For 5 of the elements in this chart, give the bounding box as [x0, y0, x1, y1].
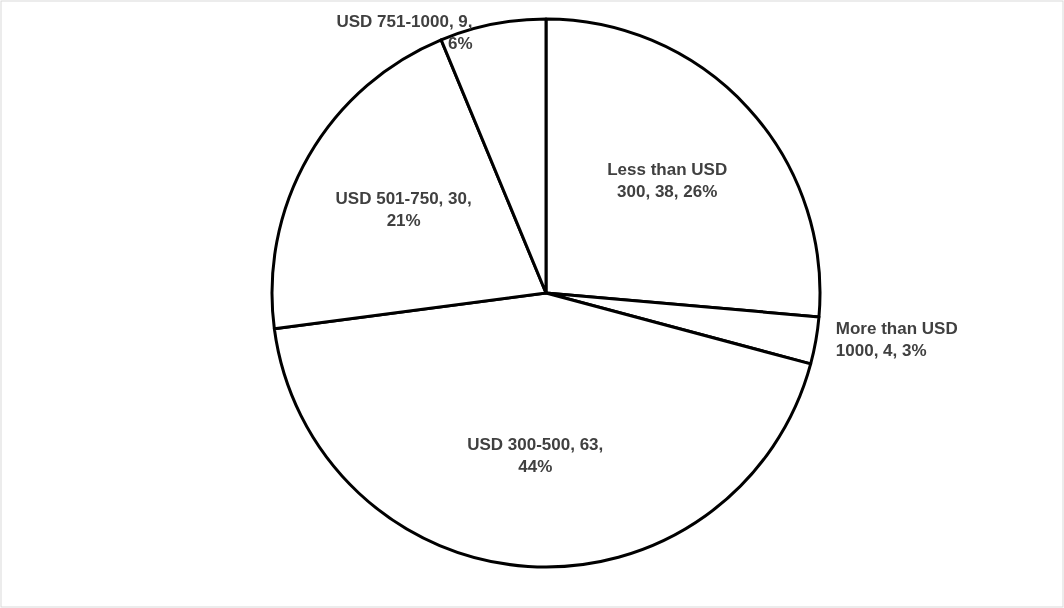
slice-label: USD 300-500, 63, 44%: [467, 435, 604, 477]
slice-label: Less than USD 300, 38, 26%: [607, 160, 728, 202]
slice-label: More than USD 1000, 4, 3%: [835, 319, 958, 361]
slice-label: USD 501-750, 30, 21%: [335, 189, 472, 231]
slice-label: USD 751-1000, 9, 6%: [336, 12, 473, 54]
